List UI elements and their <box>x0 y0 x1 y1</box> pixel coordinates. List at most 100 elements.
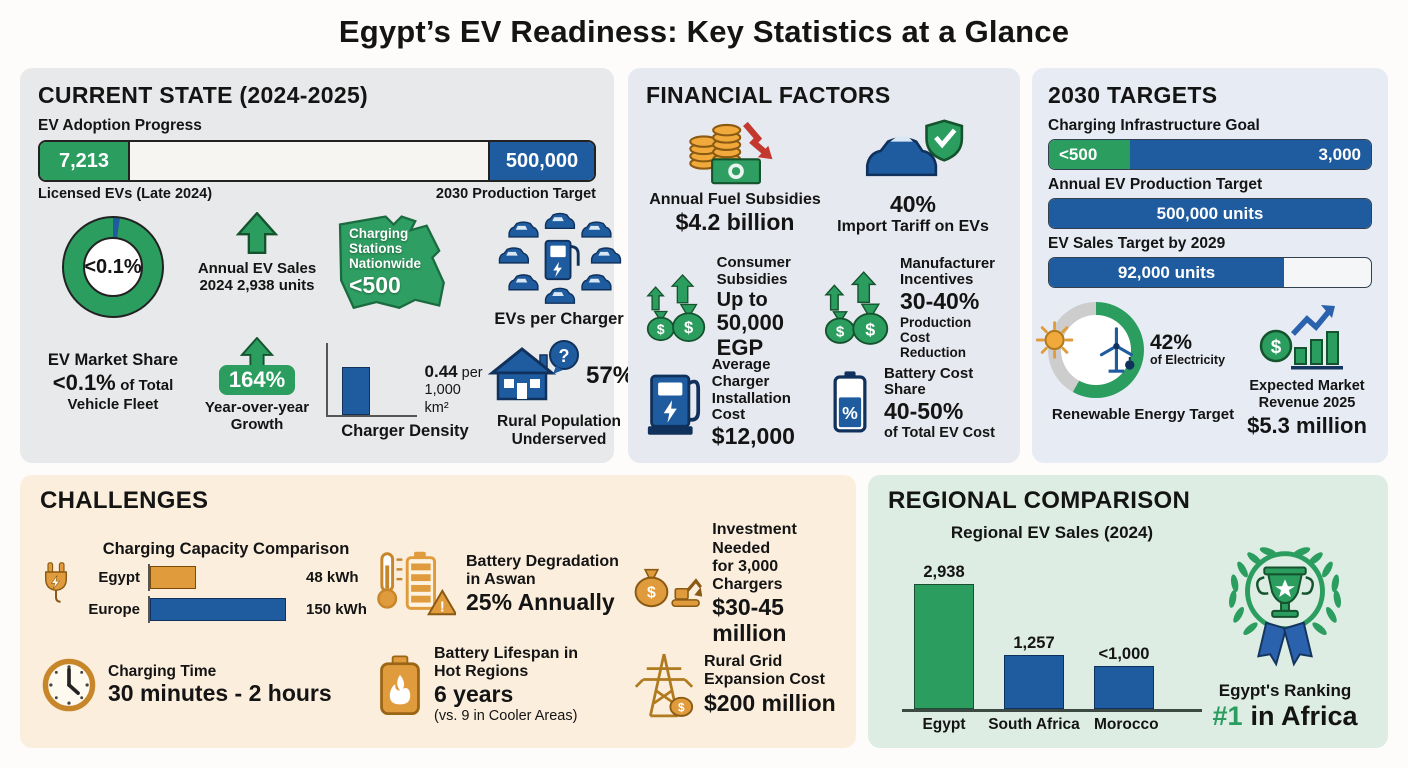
svg-text:%: % <box>842 403 858 423</box>
svg-text:$: $ <box>678 700 685 714</box>
adoption-target-chip: 500,000 <box>488 142 594 180</box>
manufacturer-sub1: Production Cost <box>900 315 972 346</box>
investment-line1: Investment Needed <box>712 521 797 557</box>
grid-value: $200 million <box>704 689 836 716</box>
capacity-row-value: 150 kWh <box>306 601 367 618</box>
regional-bar-egypt: 2,938 <box>914 563 974 709</box>
consumer-subsidies-line2: Subsidies <box>716 271 788 289</box>
manufacturer-incentives-item: $ $ Manufacturer Incentives 30-40% Produ… <box>824 255 1002 361</box>
lifespan-line1: Battery Lifespan in <box>434 645 579 662</box>
growth-badge: 164% <box>218 364 296 395</box>
charger-density-cell: 0.44 per 1,000 km² Charger Density <box>326 337 484 449</box>
ranking-rank: #1 <box>1212 701 1243 731</box>
capacity-bar-egypt <box>150 566 196 589</box>
production-bar: 500,000 units <box>1048 198 1372 229</box>
battery-flame-icon <box>380 655 420 715</box>
capacity-row-label: Europe <box>88 601 140 618</box>
svg-text:?: ? <box>559 346 570 366</box>
battery-share-line1: Battery Cost <box>884 364 974 382</box>
market-share-donut-cell: <0.1% <box>38 212 188 329</box>
stations-line2: Stations <box>349 241 403 257</box>
production-label: Annual EV Production Target <box>1048 176 1263 193</box>
battery-share-value: 40-50% <box>884 398 964 425</box>
adoption-target-caption: 2030 Production Target <box>435 186 596 202</box>
house-question-icon: ? <box>487 339 579 401</box>
market-share-donut-value: <0.1% <box>84 255 142 278</box>
manufacturer-line1: Manufacturer <box>900 254 996 272</box>
adoption-progress-label: EV Adoption Progress <box>38 117 202 134</box>
sales-2029-bar: 92,000 units <box>1048 257 1372 288</box>
lifespan-sub: (vs. 9 in Cooler Areas) <box>434 707 578 724</box>
sales-2029-value: 92,000 units <box>1049 258 1285 287</box>
regional-heading: REGIONAL COMPARISON <box>888 487 1191 514</box>
ranking-label: Egypt's Ranking <box>1218 681 1352 700</box>
investment-line2: for 3,000 Chargers <box>712 557 783 594</box>
fuel-subsidies-label: Annual Fuel Subsidies <box>649 191 821 208</box>
evs-per-charger-label: EVs per Charger <box>494 310 624 328</box>
battery-share-line2: Share <box>884 381 926 399</box>
charging-goal-current: <500 <box>1049 140 1130 169</box>
wind-turbine-icon <box>1100 327 1135 373</box>
renewable-value: 42% <box>1150 331 1193 355</box>
annual-sales-line2: 2024 2,938 units <box>199 277 315 295</box>
market-share-text-cell: EV Market Share <0.1% of Total Vehicle F… <box>38 337 188 449</box>
renewable-label: Renewable Energy Target <box>1051 406 1235 423</box>
charging-goal-label: Charging Infrastructure Goal <box>1048 117 1260 134</box>
charger-density-chart <box>326 342 417 417</box>
fuel-subsidies-value: $4.2 billion <box>675 209 795 235</box>
battery-share-sub: of Total EV Cost <box>884 425 995 442</box>
svg-text:$: $ <box>647 585 656 602</box>
svg-text:!: ! <box>440 599 445 615</box>
regional-bar-morocco: <1,000 <box>1094 645 1154 709</box>
lifespan-value: 6 years <box>434 681 514 708</box>
regional-sales-chart: Regional EV Sales (2024) 2,938 1,257 <1,… <box>902 523 1202 734</box>
panel-2030-targets: 2030 TARGETS Charging Infrastructure Goa… <box>1032 68 1388 463</box>
ranking-text: in Africa <box>1250 701 1358 731</box>
adoption-current-chip: 7,213 <box>40 142 130 180</box>
charging-time-value: 30 minutes - 2 hours <box>108 680 332 707</box>
capacity-item: Charging Capacity Comparison Egypt 48 kW… <box>40 523 370 645</box>
consumer-subsidies-value2: 50,000 EGP <box>716 310 784 360</box>
thermometer-battery-warning-icon: ! <box>377 551 456 615</box>
arrow-up-icon <box>236 212 278 254</box>
density-value: 0.44 <box>424 361 458 381</box>
market-share-suffix2: Vehicle Fleet <box>67 395 159 413</box>
coins-bill-decline-icon <box>689 121 773 185</box>
rural-cell: ? 57% Rural Population Underserved <box>484 337 634 449</box>
regional-bar-south-africa: 1,257 <box>1004 634 1064 709</box>
consumer-subsidies-item: $ $ Consumer Subsidies Up to 50,000 EGP <box>646 254 824 360</box>
renewable-donut-chart <box>1035 302 1144 398</box>
grid-line1: Rural Grid <box>704 653 783 671</box>
import-tariff-item: 40% Import Tariff on EVs <box>824 117 1002 259</box>
battery-share-item: % Battery Cost Share 40-50% of Total EV … <box>824 357 1002 450</box>
revenue-item: $ Expected Market Revenue 2025 $5.3 mill… <box>1242 302 1372 439</box>
challenges-heading: CHALLENGES <box>40 487 209 514</box>
stations-value: <500 <box>349 272 401 299</box>
manufacturer-sub2: Reduction <box>900 345 966 361</box>
stations-line3: Nationwide <box>349 256 422 272</box>
grid-item: $ Rural Grid Expansion Cost $200 million <box>634 645 836 724</box>
fuel-subsidies-item: Annual Fuel Subsidies $4.2 billion <box>646 117 824 259</box>
adoption-current-caption: Licensed EVs (Late 2024) <box>38 186 213 202</box>
market-share-suffix: of Total <box>120 376 174 394</box>
growth-line2: Growth <box>230 416 284 434</box>
renewable-sub: of Electricity <box>1150 353 1226 368</box>
degradation-line1: Battery Degradation <box>466 552 619 570</box>
targets-heading: 2030 TARGETS <box>1048 82 1218 108</box>
import-tariff-value: 40% <box>889 191 937 217</box>
grid-line2: Expansion Cost <box>704 671 825 689</box>
svg-text:$: $ <box>1271 337 1282 358</box>
page-title: Egypt’s EV Readiness: Key Statistics at … <box>338 14 1070 49</box>
capacity-title: Charging Capacity Comparison <box>102 540 350 558</box>
svg-text:$: $ <box>684 318 693 337</box>
regional-chart-title: Regional EV Sales (2024) <box>950 523 1154 542</box>
charger-install-line1: Average Charger <box>711 356 771 390</box>
transmission-tower-icon: $ <box>634 653 694 717</box>
current-state-heading: CURRENT STATE (2024-2025) <box>38 82 369 108</box>
charger-density-label: Charger Density <box>341 421 469 440</box>
money-bags-up-icon: $ $ <box>824 271 889 345</box>
charging-goal-target: 3,000 <box>1129 140 1371 169</box>
svg-text:$: $ <box>865 319 875 339</box>
degradation-line2: in Aswan <box>466 570 536 588</box>
capacity-chart: Charging Capacity Comparison Egypt 48 kW… <box>82 540 370 628</box>
